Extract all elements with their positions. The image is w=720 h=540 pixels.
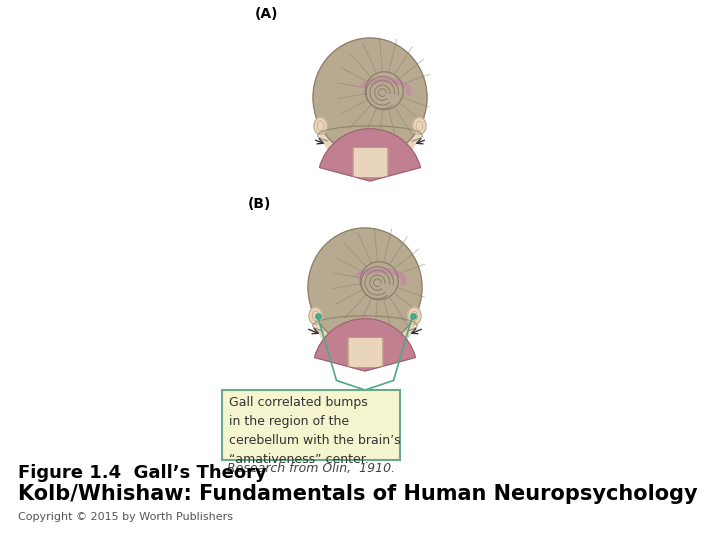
Text: (A): (A) xyxy=(255,7,279,21)
Ellipse shape xyxy=(309,307,323,325)
Text: Kolb/Whishaw: Fundamentals of Human Neuropsychology: Kolb/Whishaw: Fundamentals of Human Neur… xyxy=(18,484,698,504)
Text: Figure 1.4  Gall’s Theory: Figure 1.4 Gall’s Theory xyxy=(18,464,266,482)
Ellipse shape xyxy=(413,117,426,134)
Text: Copyright © 2015 by Worth Publishers: Copyright © 2015 by Worth Publishers xyxy=(18,512,233,522)
FancyBboxPatch shape xyxy=(222,390,400,460)
Ellipse shape xyxy=(360,262,398,300)
Text: Research from Olin,  1910.: Research from Olin, 1910. xyxy=(227,462,395,475)
Ellipse shape xyxy=(308,228,422,347)
Wedge shape xyxy=(320,129,420,181)
Ellipse shape xyxy=(310,238,420,361)
Ellipse shape xyxy=(408,307,421,325)
Polygon shape xyxy=(353,148,387,176)
Polygon shape xyxy=(348,338,382,366)
Wedge shape xyxy=(315,319,415,371)
Ellipse shape xyxy=(315,48,425,172)
Ellipse shape xyxy=(313,38,427,157)
Text: Gall correlated bumps
in the region of the
cerebellum with the brain’s
“amativen: Gall correlated bumps in the region of t… xyxy=(229,396,400,466)
Ellipse shape xyxy=(314,117,328,134)
Ellipse shape xyxy=(365,72,403,110)
Text: (B): (B) xyxy=(248,197,271,211)
